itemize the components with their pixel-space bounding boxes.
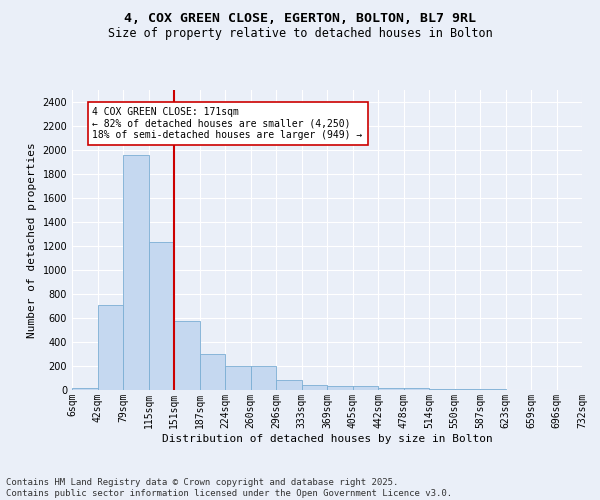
Text: 4 COX GREEN CLOSE: 171sqm
← 82% of detached houses are smaller (4,250)
18% of se: 4 COX GREEN CLOSE: 171sqm ← 82% of detac… bbox=[92, 107, 362, 140]
Bar bbox=[174, 321, 199, 390]
Y-axis label: Number of detached properties: Number of detached properties bbox=[27, 142, 37, 338]
Bar bbox=[225, 366, 251, 390]
Text: Contains HM Land Registry data © Crown copyright and database right 2025.
Contai: Contains HM Land Registry data © Crown c… bbox=[6, 478, 452, 498]
Bar bbox=[199, 354, 225, 390]
Text: Size of property relative to detached houses in Bolton: Size of property relative to detached ho… bbox=[107, 28, 493, 40]
X-axis label: Distribution of detached houses by size in Bolton: Distribution of detached houses by size … bbox=[161, 434, 493, 444]
Bar bbox=[97, 305, 123, 390]
Bar bbox=[302, 384, 327, 390]
Bar bbox=[327, 386, 353, 390]
Bar bbox=[149, 242, 174, 390]
Bar bbox=[251, 366, 276, 390]
Bar bbox=[123, 155, 149, 390]
Bar bbox=[378, 388, 404, 390]
Bar bbox=[429, 389, 455, 390]
Text: 4, COX GREEN CLOSE, EGERTON, BOLTON, BL7 9RL: 4, COX GREEN CLOSE, EGERTON, BOLTON, BL7… bbox=[124, 12, 476, 26]
Bar bbox=[404, 388, 429, 390]
Bar bbox=[353, 386, 378, 390]
Bar bbox=[72, 388, 97, 390]
Bar bbox=[276, 380, 302, 390]
